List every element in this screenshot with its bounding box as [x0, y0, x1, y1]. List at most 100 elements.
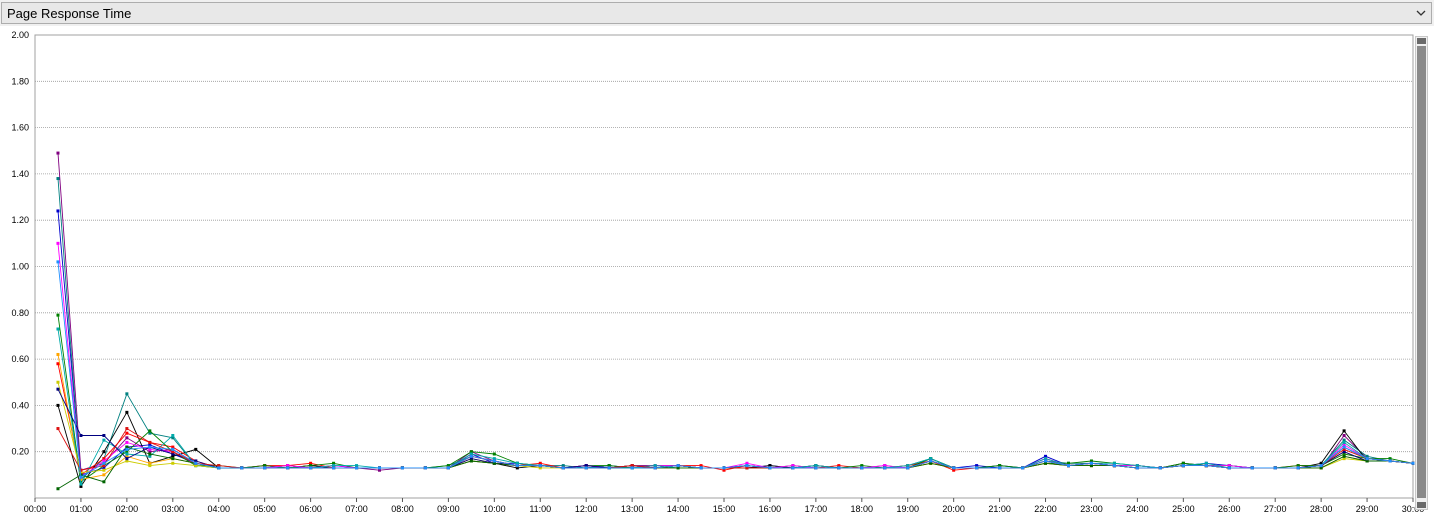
data-point: [125, 454, 129, 458]
scroll-thumb[interactable]: [1417, 46, 1426, 498]
data-point: [309, 464, 313, 468]
data-point: [1388, 459, 1392, 463]
data-point: [1273, 466, 1277, 470]
data-point: [584, 466, 588, 470]
data-point: [906, 464, 910, 468]
data-point: [423, 466, 427, 470]
series-path: [57, 354, 1414, 481]
data-point: [837, 464, 841, 468]
data-point: [125, 440, 129, 444]
data-point: [1158, 466, 1162, 470]
x-tick-label: 27:00: [1264, 504, 1287, 514]
y-tick-label: 0.80: [11, 308, 29, 318]
data-point: [56, 260, 60, 264]
data-point: [814, 466, 818, 470]
x-tick-label: 20:00: [942, 504, 965, 514]
data-point: [56, 151, 60, 155]
data-point: [768, 466, 772, 470]
data-point: [125, 452, 129, 456]
data-point: [102, 459, 106, 463]
scroll-up-button[interactable]: [1417, 38, 1426, 44]
data-point: [171, 454, 175, 458]
data-point: [1342, 443, 1346, 447]
data-point: [469, 457, 473, 461]
series-line: [56, 380, 1415, 475]
x-tick-label: 10:00: [483, 504, 506, 514]
data-point: [1365, 459, 1369, 463]
data-point: [56, 352, 60, 356]
data-point: [1342, 433, 1346, 437]
data-point: [1411, 461, 1415, 465]
data-point: [56, 403, 60, 407]
axes: [34, 34, 1414, 502]
data-point: [332, 464, 336, 468]
data-point: [883, 466, 887, 470]
data-point: [1204, 464, 1208, 468]
data-point: [56, 380, 60, 384]
gridlines: [35, 80, 1413, 453]
y-tick-label: 1.40: [11, 169, 29, 179]
data-point: [975, 466, 979, 470]
data-point: [1181, 464, 1185, 468]
x-tick-label: 19:00: [896, 504, 919, 514]
data-point: [1342, 447, 1346, 451]
x-tick-label: 08:00: [391, 504, 414, 514]
data-point: [1342, 445, 1346, 449]
series-path: [57, 243, 1414, 479]
data-point: [56, 427, 60, 431]
series-line: [56, 241, 1415, 479]
vertical-scrollbar[interactable]: [1415, 36, 1428, 510]
series-line: [56, 151, 1415, 472]
y-tick-label: 1.00: [11, 262, 29, 272]
series-line: [56, 403, 1415, 488]
data-point: [171, 436, 175, 440]
series-path: [57, 405, 1414, 488]
data-point: [102, 464, 106, 468]
scroll-down-button[interactable]: [1417, 502, 1426, 508]
x-tick-label: 13:00: [621, 504, 644, 514]
data-point: [538, 466, 542, 470]
data-point: [400, 466, 404, 470]
series-path: [57, 210, 1414, 476]
x-tick-label: 21:00: [988, 504, 1011, 514]
data-point: [791, 464, 795, 468]
x-tick-label: 11:00: [529, 504, 551, 514]
data-point: [1342, 457, 1346, 461]
data-point: [79, 475, 83, 479]
chevron-down-icon[interactable]: [1415, 7, 1427, 19]
data-point: [102, 450, 106, 454]
x-tick-label: 17:00: [805, 504, 828, 514]
data-point: [722, 466, 726, 470]
y-tick-label: 1.80: [11, 76, 29, 86]
data-point: [1342, 454, 1346, 458]
x-tick-label: 28:00: [1310, 504, 1333, 514]
x-tick-label: 09:00: [437, 504, 460, 514]
x-tick-label: 22:00: [1034, 504, 1057, 514]
data-point: [171, 457, 175, 461]
data-point: [240, 466, 244, 470]
data-point: [125, 447, 129, 451]
data-point: [492, 461, 496, 465]
data-point: [1342, 450, 1346, 454]
data-point: [699, 466, 703, 470]
data-point: [148, 440, 152, 444]
data-point: [286, 464, 290, 468]
data-point: [378, 468, 381, 472]
data-point: [653, 466, 657, 470]
series-line: [56, 260, 1415, 479]
chart-selector-dropdown[interactable]: Page Response Time: [1, 2, 1432, 24]
data-point: [676, 464, 680, 468]
data-point: [515, 466, 519, 470]
data-point: [837, 466, 841, 470]
series-path: [57, 382, 1414, 473]
y-tick-label: 1.60: [11, 123, 29, 133]
series-path: [57, 261, 1414, 478]
data-point: [148, 431, 152, 435]
series-path: [57, 363, 1414, 476]
data-point: [768, 464, 772, 468]
data-point: [355, 466, 359, 470]
data-point: [125, 445, 129, 449]
data-point: [355, 464, 359, 468]
x-tick-label: 07:00: [345, 504, 368, 514]
data-point: [217, 466, 221, 470]
